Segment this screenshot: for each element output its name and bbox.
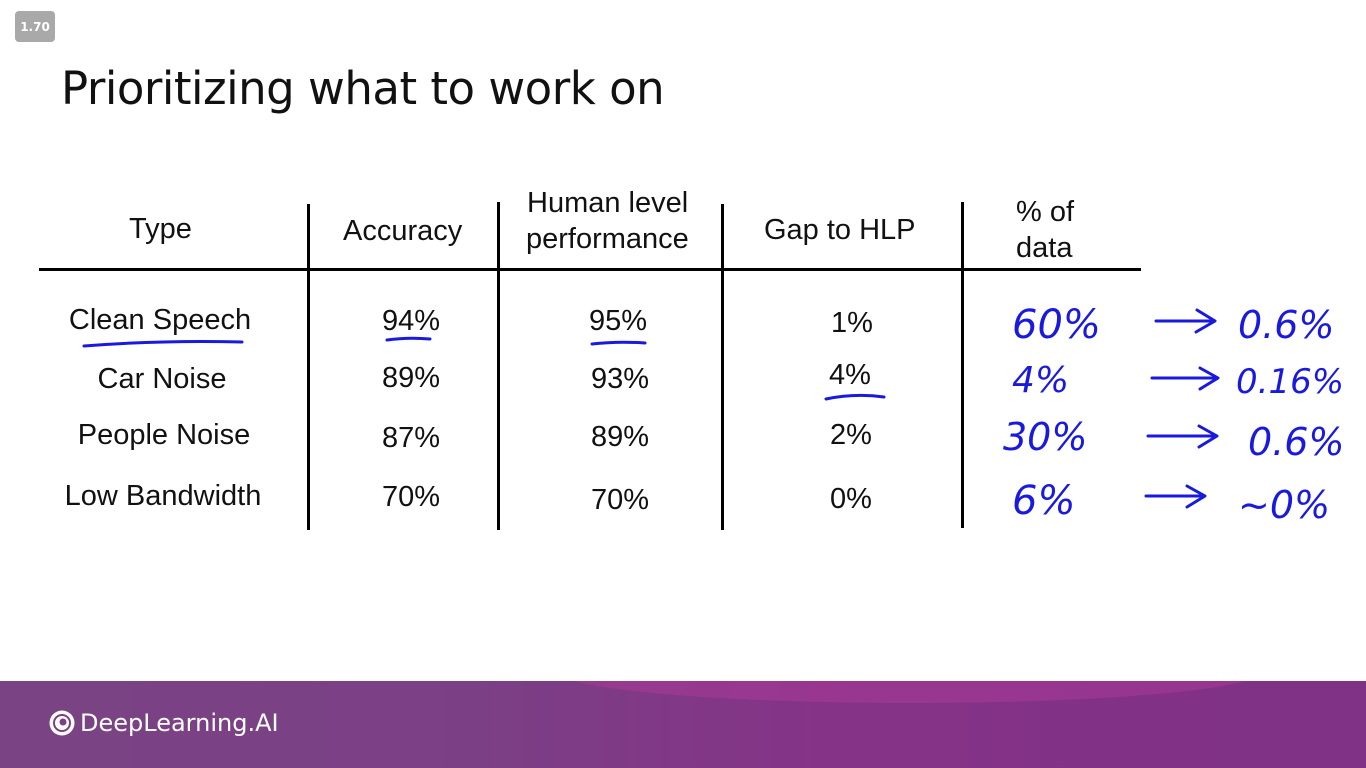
arrow-row2 [1150, 366, 1220, 391]
brand-name: DeepLearning.AI [80, 709, 279, 737]
annotation-data-pct: 30% [1003, 415, 1087, 459]
table-cell-type: People Noise [77, 419, 251, 451]
annotation-result: 0.6% [1238, 303, 1335, 347]
column-divider-2 [497, 202, 500, 530]
header-gap: Gap to HLP [764, 214, 916, 246]
table-cell-gap: 4% [829, 359, 871, 391]
footer-bar: DeepLearning.AI [0, 681, 1366, 768]
underline-clean-speech [82, 340, 244, 348]
arrow-row1 [1154, 308, 1217, 334]
header-hlp-line1: Human level [527, 187, 689, 219]
underline-hlp-95 [590, 340, 647, 346]
column-divider-4 [961, 202, 964, 528]
slide-title: Prioritizing what to work on [61, 62, 665, 115]
table-cell-accuracy: 94% [381, 305, 441, 337]
annotation-data-pct: 4% [1012, 360, 1069, 401]
arrow-row4 [1144, 484, 1207, 509]
underline-gap-4 [824, 393, 886, 401]
header-hlp-line2: performance [526, 223, 689, 255]
table-cell-accuracy: 70% [381, 481, 441, 513]
table-cell-hlp: 70% [590, 484, 650, 516]
table-cell-type: Clean Speech [68, 304, 252, 336]
header-data-line1: % of [1016, 196, 1075, 228]
header-accuracy: Accuracy [343, 215, 463, 247]
brand-logo: DeepLearning.AI [48, 709, 279, 737]
footer-wave-decoration [560, 681, 1260, 703]
annotation-result: ~0% [1238, 483, 1330, 527]
table-cell-hlp: 93% [590, 363, 650, 395]
annotation-result: 0.16% [1236, 362, 1344, 402]
annotation-data-pct: 60% [1012, 302, 1101, 348]
playback-speed-badge[interactable]: 1.70 [15, 11, 55, 42]
table-cell-type: Low Bandwidth [64, 480, 262, 512]
column-divider-3 [721, 204, 724, 530]
table-cell-gap: 2% [830, 419, 872, 451]
header-divider [39, 268, 1141, 271]
annotation-data-pct: 6% [1012, 478, 1075, 524]
table-cell-hlp: 89% [590, 421, 650, 453]
deeplearning-logo-icon [49, 710, 75, 736]
column-divider-1 [307, 204, 310, 530]
table-cell-accuracy: 89% [381, 362, 441, 394]
header-type: Type [129, 213, 192, 245]
table-cell-accuracy: 87% [381, 422, 441, 454]
header-data-line2: data [1016, 232, 1073, 264]
table-cell-type: Car Noise [97, 363, 227, 395]
arrow-row3 [1146, 424, 1219, 449]
table-cell-gap: 0% [830, 483, 872, 515]
annotation-result: 0.6% [1248, 420, 1345, 464]
table-cell-gap: 1% [831, 307, 873, 339]
table-cell-hlp: 95% [588, 305, 648, 337]
